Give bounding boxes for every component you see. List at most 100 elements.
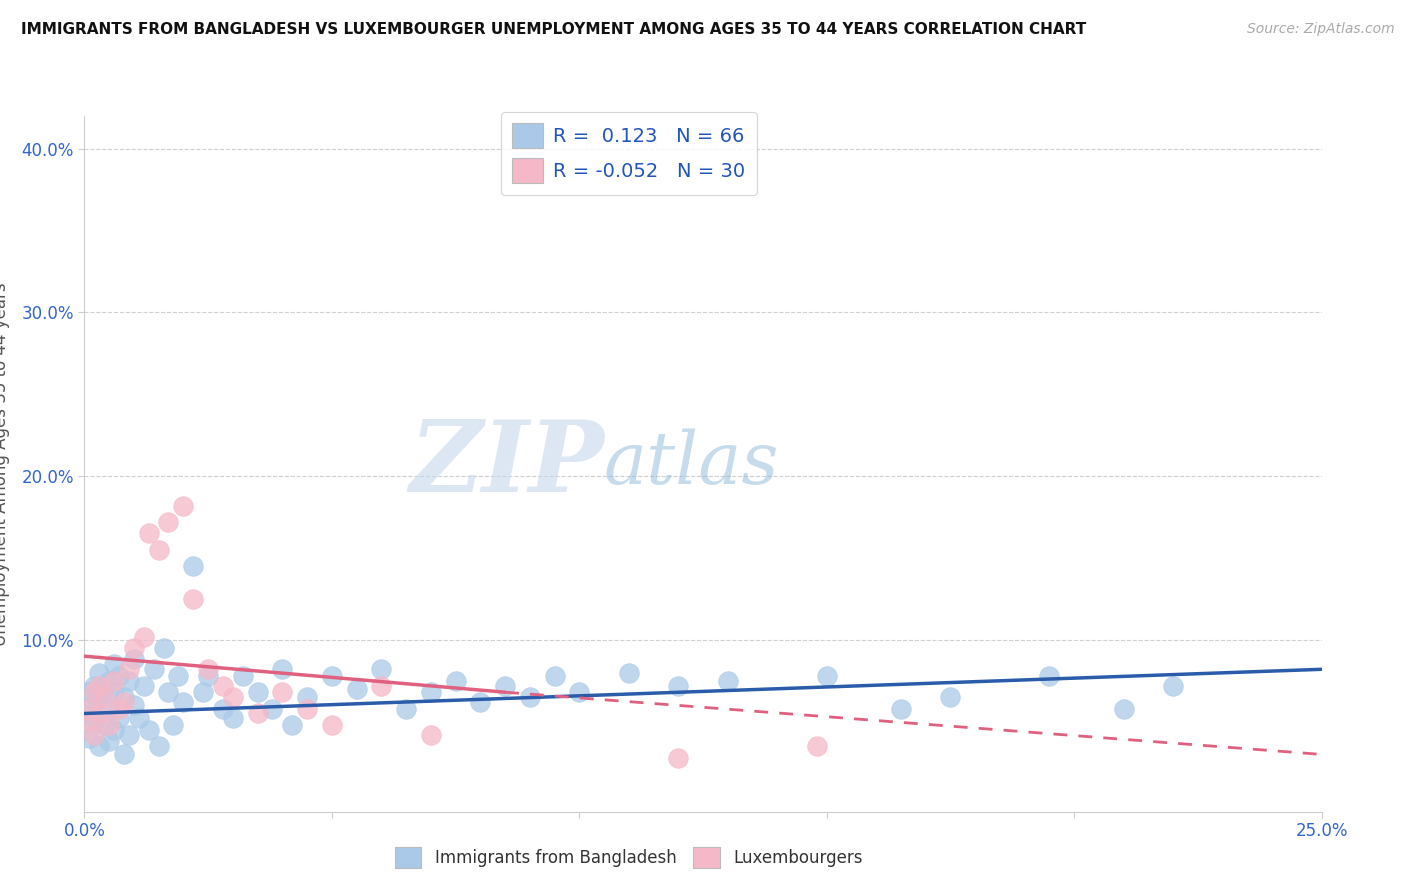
Point xyxy=(939,690,962,705)
Point xyxy=(262,701,284,715)
Point xyxy=(321,669,343,683)
Point xyxy=(93,690,115,705)
Point xyxy=(89,690,111,705)
Point xyxy=(112,690,135,705)
Point xyxy=(370,679,392,693)
Point xyxy=(83,685,105,699)
Point xyxy=(118,662,141,676)
Point xyxy=(494,679,516,693)
Point xyxy=(295,701,318,715)
Text: ZIP: ZIP xyxy=(409,416,605,512)
Point xyxy=(181,559,204,574)
Point xyxy=(181,591,204,606)
Point xyxy=(232,669,254,683)
Point xyxy=(212,701,235,715)
Point xyxy=(197,669,219,683)
Point xyxy=(79,714,101,729)
Point xyxy=(617,665,640,680)
Point xyxy=(191,685,214,699)
Point xyxy=(103,685,125,699)
Point xyxy=(152,640,174,655)
Point xyxy=(1112,701,1135,715)
Text: atlas: atlas xyxy=(605,428,779,500)
Point xyxy=(138,723,160,737)
Point xyxy=(83,728,105,742)
Point xyxy=(98,718,121,732)
Point xyxy=(222,690,245,705)
Point xyxy=(148,542,170,557)
Point xyxy=(89,665,111,680)
Point xyxy=(132,630,155,644)
Point xyxy=(98,734,121,748)
Point xyxy=(98,701,121,715)
Point xyxy=(112,695,135,709)
Point xyxy=(122,698,145,713)
Text: Source: ZipAtlas.com: Source: ZipAtlas.com xyxy=(1247,22,1395,37)
Point xyxy=(128,711,150,725)
Point xyxy=(666,679,689,693)
Point xyxy=(1161,679,1184,693)
Point xyxy=(167,669,190,683)
Point xyxy=(543,669,565,683)
Point xyxy=(444,673,467,688)
Point xyxy=(395,701,418,715)
Y-axis label: Unemployment Among Ages 35 to 44 years: Unemployment Among Ages 35 to 44 years xyxy=(0,282,10,646)
Point xyxy=(717,673,740,688)
Legend: Immigrants from Bangladesh, Luxembourgers: Immigrants from Bangladesh, Luxembourger… xyxy=(387,838,872,877)
Point xyxy=(93,681,115,696)
Point xyxy=(197,662,219,676)
Point xyxy=(108,669,131,683)
Point xyxy=(212,679,235,693)
Point xyxy=(98,673,121,688)
Point xyxy=(112,747,135,762)
Point xyxy=(138,526,160,541)
Point xyxy=(246,706,269,721)
Point xyxy=(321,718,343,732)
Point xyxy=(142,662,165,676)
Point xyxy=(419,728,441,742)
Point xyxy=(122,652,145,666)
Point xyxy=(122,640,145,655)
Point xyxy=(132,679,155,693)
Point xyxy=(172,499,194,513)
Point xyxy=(281,718,304,732)
Point xyxy=(108,701,131,715)
Point xyxy=(172,695,194,709)
Point xyxy=(79,731,101,745)
Point xyxy=(79,706,101,721)
Point xyxy=(118,673,141,688)
Point xyxy=(519,690,541,705)
Point xyxy=(108,711,131,725)
Point xyxy=(118,728,141,742)
Point xyxy=(1038,669,1060,683)
Point xyxy=(346,681,368,696)
Point xyxy=(246,685,269,699)
Point xyxy=(89,706,111,721)
Point xyxy=(271,662,294,676)
Point xyxy=(103,657,125,672)
Point xyxy=(89,679,111,693)
Point xyxy=(157,515,180,529)
Point xyxy=(890,701,912,715)
Point xyxy=(295,690,318,705)
Point xyxy=(83,714,105,729)
Point xyxy=(806,739,828,754)
Point xyxy=(162,718,184,732)
Point xyxy=(103,673,125,688)
Point xyxy=(815,669,838,683)
Point xyxy=(666,750,689,764)
Point xyxy=(79,685,101,699)
Point xyxy=(83,679,105,693)
Point xyxy=(157,685,180,699)
Point xyxy=(93,718,115,732)
Text: IMMIGRANTS FROM BANGLADESH VS LUXEMBOURGER UNEMPLOYMENT AMONG AGES 35 TO 44 YEAR: IMMIGRANTS FROM BANGLADESH VS LUXEMBOURG… xyxy=(21,22,1087,37)
Point xyxy=(271,685,294,699)
Point xyxy=(222,711,245,725)
Point xyxy=(470,695,492,709)
Point xyxy=(79,701,101,715)
Point xyxy=(568,685,591,699)
Point xyxy=(370,662,392,676)
Point xyxy=(103,723,125,737)
Point xyxy=(83,695,105,709)
Point xyxy=(89,739,111,754)
